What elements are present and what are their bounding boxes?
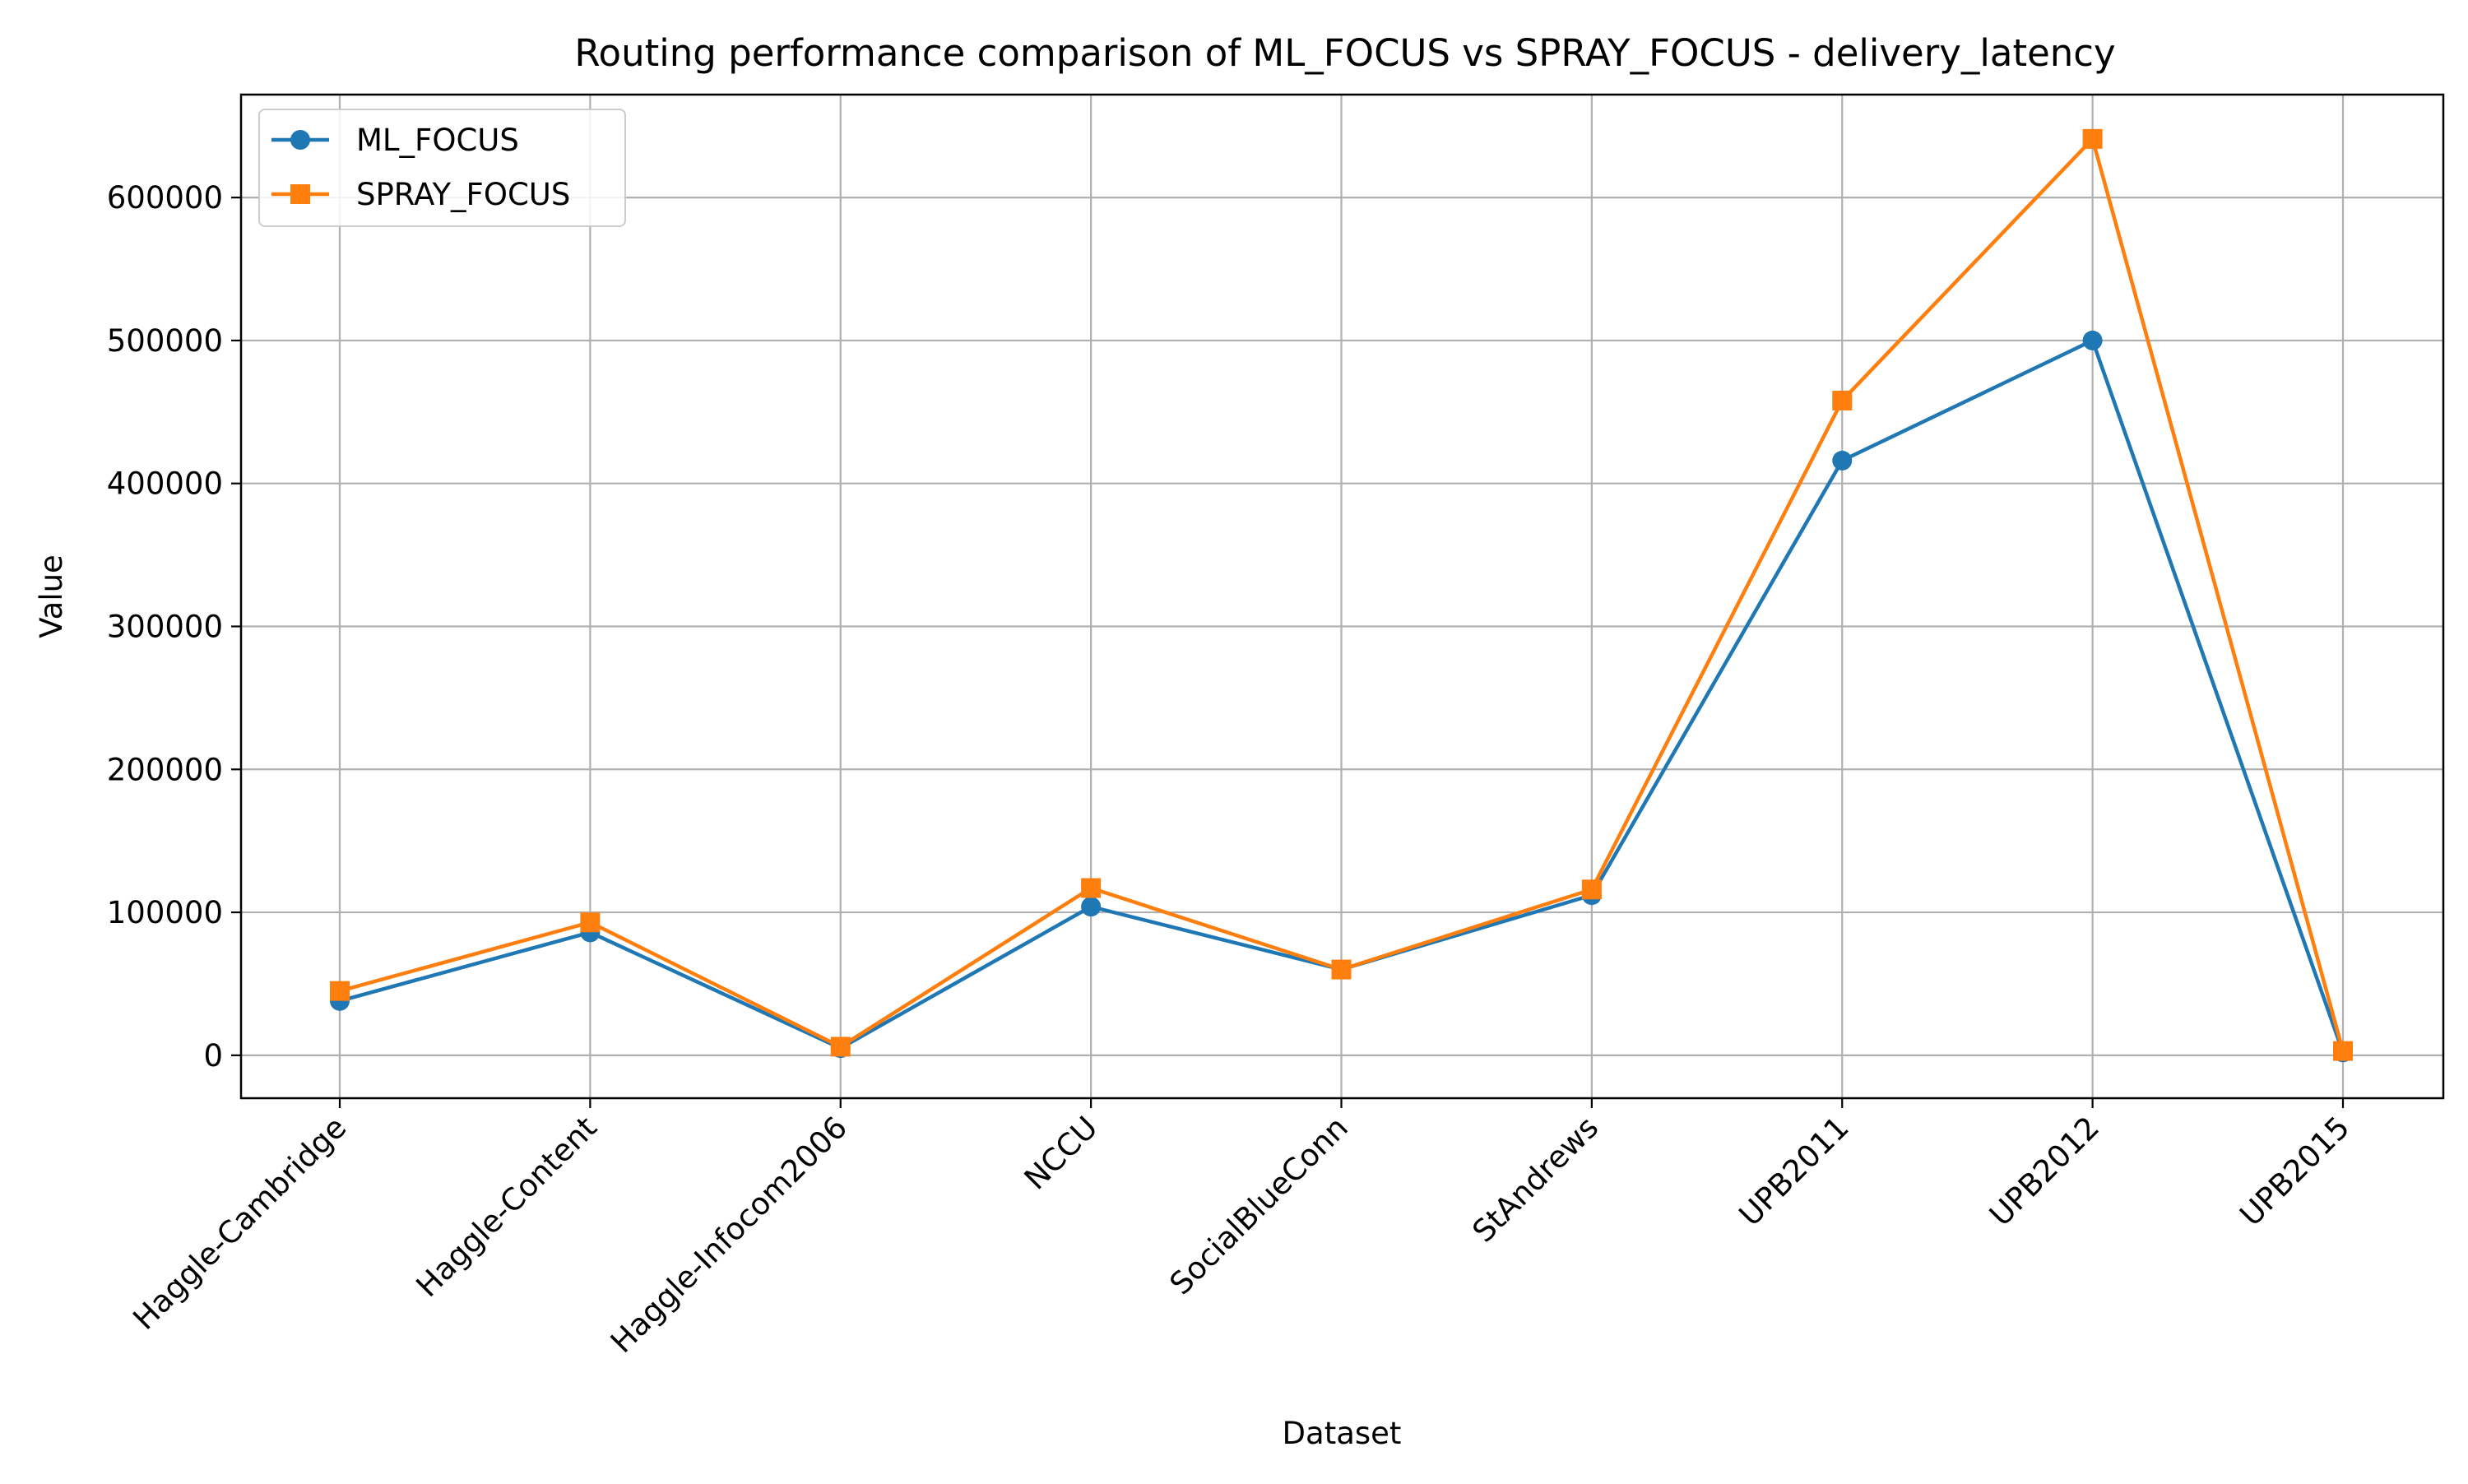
x-tick-label: Haggle-Cambridge bbox=[126, 1110, 353, 1337]
legend: ML_FOCUS SPRAY_FOCUS bbox=[258, 109, 626, 227]
legend-item: SPRAY_FOCUS bbox=[271, 177, 570, 212]
y-tick-label: 500000 bbox=[107, 323, 223, 359]
x-tick-label: UPB2012 bbox=[1983, 1110, 2106, 1233]
data-point bbox=[1331, 959, 1352, 980]
data-point bbox=[1081, 878, 1102, 898]
legend-marker bbox=[290, 184, 310, 204]
x-tick-label: UPB2011 bbox=[1733, 1110, 1856, 1233]
data-point bbox=[2082, 330, 2103, 350]
data-point bbox=[330, 981, 350, 1001]
y-tick-label: 300000 bbox=[107, 609, 223, 644]
x-axis: Haggle-Cambridge Haggle-Content Haggle-Inf… bbox=[126, 1098, 2356, 1360]
x-tick-label: UPB2015 bbox=[2233, 1110, 2356, 1233]
x-tick-label: NCCU bbox=[1018, 1110, 1105, 1197]
x-axis-label: Dataset bbox=[1283, 1416, 1402, 1451]
plot-frame bbox=[239, 93, 2445, 1100]
data-point bbox=[1581, 879, 1602, 900]
x-tick-label: SocialBlueConn bbox=[1163, 1110, 1355, 1301]
y-tick-label: 400000 bbox=[107, 466, 223, 502]
data-point bbox=[2333, 1041, 2353, 1061]
y-axis: 0 100000 200000 300000 400000 500000 600000 bbox=[107, 180, 241, 1074]
legend-box bbox=[258, 109, 626, 227]
x-tick-label: Haggle-Infocom2006 bbox=[604, 1110, 854, 1360]
x-tick-label: StAndrews bbox=[1466, 1110, 1606, 1250]
chart-title: Routing performance comparison of ML_FOC… bbox=[574, 31, 2115, 75]
x-tick-label: Haggle-Content bbox=[410, 1110, 604, 1304]
data-point bbox=[2082, 128, 2103, 149]
grid bbox=[241, 95, 2443, 1098]
data-point bbox=[1081, 897, 1102, 917]
data-point bbox=[580, 912, 601, 933]
legend-label: SPRAY_FOCUS bbox=[356, 177, 570, 212]
series-group bbox=[330, 128, 2353, 1063]
data-point bbox=[1832, 390, 1853, 410]
y-tick-label: 200000 bbox=[107, 752, 223, 787]
data-point bbox=[830, 1036, 851, 1057]
series-spray-focus bbox=[330, 128, 2353, 1061]
legend-marker bbox=[290, 130, 310, 150]
y-tick-label: 100000 bbox=[107, 895, 223, 930]
y-axis-label: Value bbox=[34, 554, 69, 638]
legend-item: ML_FOCUS bbox=[271, 123, 519, 158]
legend-label: ML_FOCUS bbox=[356, 123, 519, 158]
y-tick-label: 0 bbox=[203, 1038, 223, 1074]
y-tick-label: 600000 bbox=[107, 180, 223, 216]
data-point bbox=[1832, 450, 1853, 471]
